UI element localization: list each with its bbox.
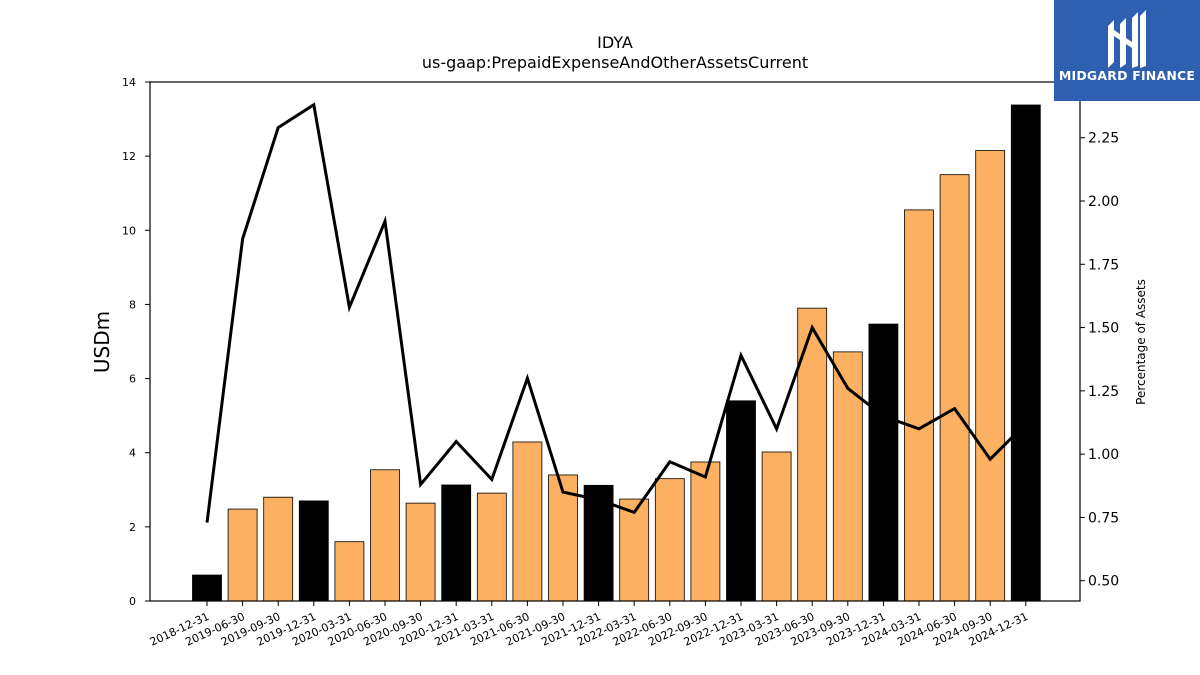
y-tick-label: 0 [129,595,136,608]
logo-text: MIDGARD FINANCE [1058,68,1196,83]
bar [726,400,756,602]
plot-frame [149,81,1081,602]
bar [192,574,222,602]
chart-title: IDYA [597,33,633,52]
bar [654,478,685,602]
y2-tick-label: 0.50 [1088,574,1119,590]
logo-icon [1108,10,1146,68]
y2-tick-label: 2.25 [1088,131,1119,147]
y2-tick-label: 2.00 [1088,194,1119,210]
y2-tick-label: 1.50 [1088,321,1119,337]
bar [548,474,578,602]
y2-axis-label: Percentage of Assets [1134,279,1148,405]
bar [832,351,863,602]
bar [512,441,543,602]
y-tick-label: 4 [129,447,136,460]
bar [619,498,650,602]
bar [441,484,472,602]
bar [975,150,1006,602]
y-tick-label: 10 [122,224,136,237]
line-path [205,102,1027,523]
bar [227,508,258,602]
y-axis-label: USDm [90,311,114,373]
line-series [205,102,1027,523]
bar [939,174,970,602]
chart-subtitle: us-gaap:PrepaidExpenseAndOtherAssetsCurr… [422,53,808,72]
y-tick-label: 2 [129,521,136,534]
bar [868,323,899,602]
bar [405,502,436,602]
bar [1010,104,1041,602]
y2-tick-label: 1.75 [1088,257,1119,273]
bar [476,492,507,602]
y-tick-label: 14 [122,76,136,89]
bar [904,209,934,602]
y-axis: 0 2 4 6 8 10 12 14 [122,76,150,608]
y2-tick-label: 0.75 [1088,510,1119,526]
bar [690,461,721,602]
x-axis: 2018-12-312019-06-302019-09-302019-12-31… [148,601,1030,649]
y2-axis: 0.50 0.75 1.00 1.25 1.50 1.75 2.00 2.25 [1080,131,1119,590]
brand-logo: MIDGARD FINANCE [1054,0,1200,101]
y-tick-label: 12 [122,150,136,163]
y-tick-label: 8 [129,298,136,311]
y2-tick-label: 1.25 [1088,384,1119,400]
bar [298,500,329,602]
bar-series [192,104,1041,602]
bar [334,541,365,602]
bar [263,496,294,602]
bar [370,469,400,602]
bar [761,451,792,602]
y-tick-label: 6 [129,373,136,386]
y2-tick-label: 1.00 [1088,447,1119,463]
